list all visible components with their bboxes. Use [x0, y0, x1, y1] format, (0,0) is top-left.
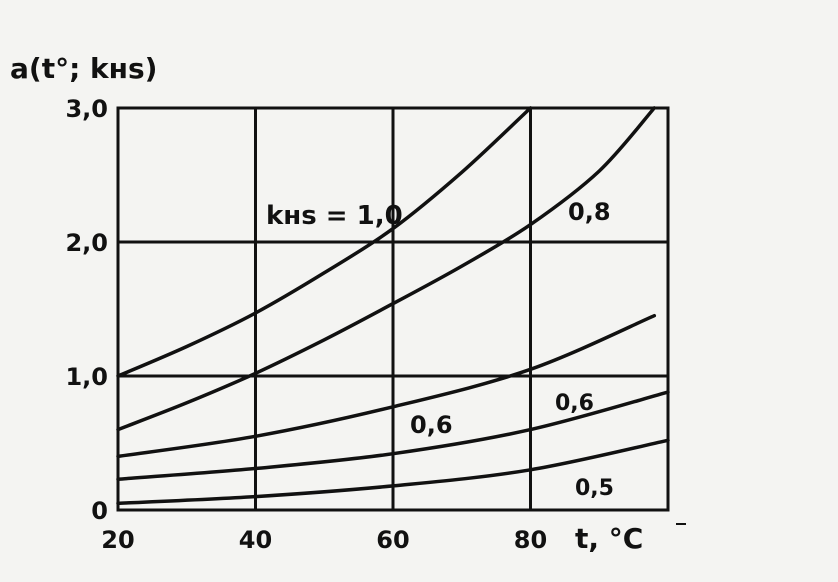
series-label-3: 0,6 [410, 411, 453, 439]
series-line-3 [116, 313, 657, 459]
x-tick-label: 80 [514, 526, 547, 554]
series-line-2 [116, 106, 657, 432]
x-tick-label: 40 [239, 526, 272, 554]
y-axis-label: a(t°; kнs) [10, 52, 157, 85]
series-label-4: 0,6 [555, 391, 594, 416]
x-tick-label: 60 [376, 526, 409, 554]
y-tick-label: 1,0 [65, 363, 108, 391]
x-tick-label: 20 [101, 526, 134, 554]
y-tick-label: 0 [91, 497, 108, 525]
series-line-5 [116, 438, 670, 506]
y-tick-label: 2,0 [65, 229, 108, 257]
y-tick-label: 3,0 [65, 95, 108, 123]
grid [116, 106, 670, 512]
series-line-1 [116, 106, 533, 378]
series-lines [116, 106, 670, 506]
series-label-1: kнs = 1,0 [266, 201, 403, 231]
x-axis-label: t, °C [575, 522, 643, 555]
series-line-4 [116, 390, 670, 481]
labels: 20 40 60 80 0 1,0 2,0 3,0 kнs = 1,0 0,8 0,6 0,6 0,5 [65, 95, 614, 554]
series-label-2: 0,8 [568, 198, 611, 226]
series-label-5: 0,5 [575, 476, 614, 501]
